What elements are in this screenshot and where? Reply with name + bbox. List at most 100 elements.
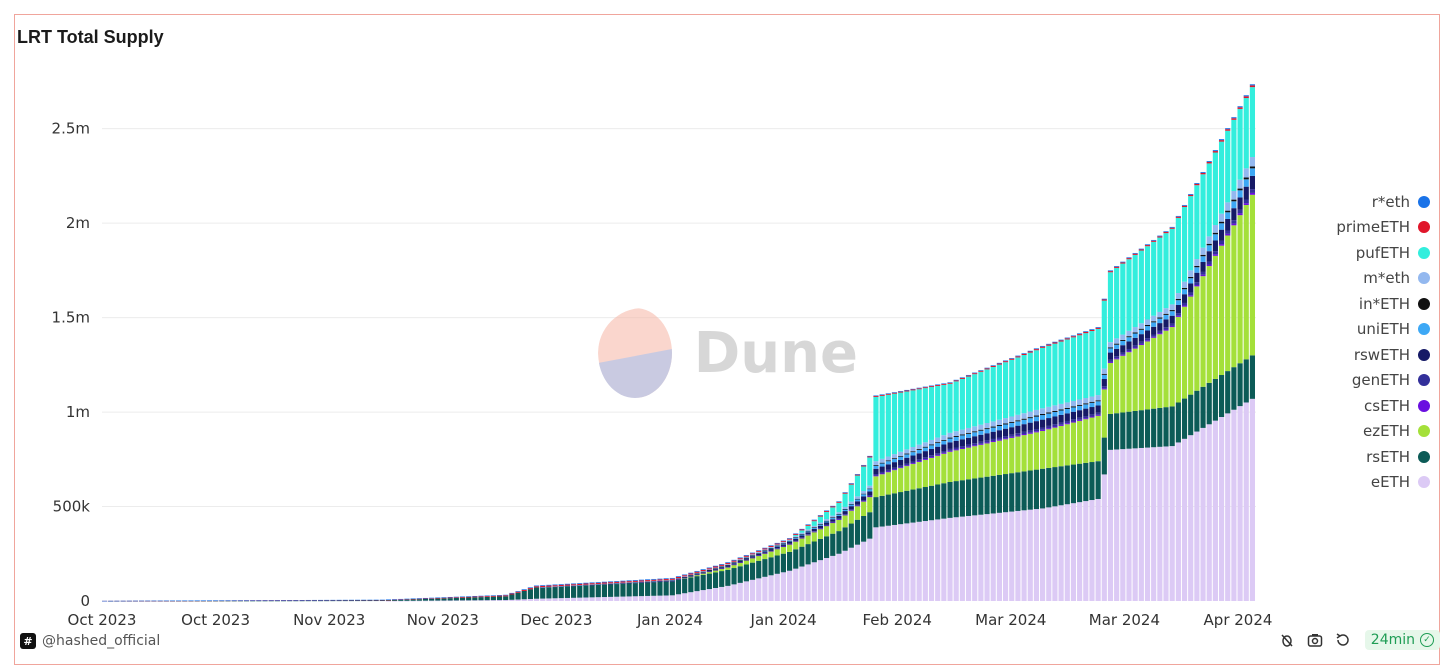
bar-segment[interactable] [515,592,521,600]
bar-segment[interactable] [910,464,916,490]
bar-segment[interactable] [805,564,811,601]
bar-segment[interactable] [762,547,768,549]
bar-segment[interactable] [867,496,873,498]
bar-segment[interactable] [916,388,922,390]
bar-segment[interactable] [1151,239,1157,241]
bar-segment[interactable] [608,581,614,583]
bar-segment[interactable] [1077,333,1083,335]
bar-segment[interactable] [793,534,799,537]
bar-segment[interactable] [928,485,935,521]
bar-segment[interactable] [1163,233,1169,309]
bar-segment[interactable] [873,527,879,601]
bar-segment[interactable] [435,598,441,601]
bar-segment[interactable] [947,451,953,482]
bar-segment[interactable] [1225,230,1231,234]
bar-segment[interactable] [725,562,731,564]
bar-segment[interactable] [996,474,1002,513]
bar-segment[interactable] [1107,271,1114,273]
bar-segment[interactable] [762,553,768,560]
bar-segment[interactable] [1231,117,1237,119]
bar-segment[interactable] [651,580,657,582]
bar-segment[interactable] [583,584,589,586]
bar-segment[interactable] [972,373,978,375]
bar-segment[interactable] [700,571,706,572]
bar-segment[interactable] [614,581,620,582]
bar-segment[interactable] [1188,278,1194,284]
bar-segment[interactable] [1175,442,1181,601]
bar-segment[interactable] [1200,174,1206,248]
bar-segment[interactable] [1021,435,1027,472]
bar-segment[interactable] [447,600,453,602]
bar-segment[interactable] [935,453,941,455]
bar-segment[interactable] [447,597,453,599]
bar-segment[interactable] [1002,362,1009,419]
bar-segment[interactable] [984,369,990,424]
bar-segment[interactable] [780,545,786,547]
bar-segment[interactable] [299,600,305,602]
bar-segment[interactable] [762,576,768,601]
bar-segment[interactable] [595,582,601,583]
bar-segment[interactable] [515,599,521,601]
bar-segment[interactable] [1231,119,1237,192]
bar-segment[interactable] [564,583,570,585]
bar-segment[interactable] [330,599,336,601]
bar-segment[interactable] [564,597,570,601]
bar-segment[interactable] [891,470,898,494]
bar-segment[interactable] [1175,402,1181,443]
bar-segment[interactable] [712,566,719,568]
bar-segment[interactable] [293,600,299,602]
bar-segment[interactable] [941,384,947,436]
bar-segment[interactable] [891,493,898,525]
bar-segment[interactable] [1163,330,1169,408]
bar-segment[interactable] [614,596,620,601]
bar-segment[interactable] [1169,315,1175,324]
bar-segment[interactable] [990,442,996,476]
bar-segment[interactable] [941,453,947,484]
bar-segment[interactable] [978,441,984,444]
bar-segment[interactable] [688,573,694,575]
bar-segment[interactable] [947,437,953,439]
bar-segment[interactable] [737,559,743,561]
bar-segment[interactable] [1206,266,1212,383]
bar-segment[interactable] [1218,244,1225,246]
bar-segment[interactable] [564,585,570,598]
bar-segment[interactable] [1009,436,1015,438]
bar-segment[interactable] [910,389,916,391]
bar-segment[interactable] [725,564,731,565]
bar-segment[interactable] [1064,504,1070,601]
bar-segment[interactable] [1163,319,1169,328]
bar-segment[interactable] [694,574,700,575]
bar-segment[interactable] [873,465,879,469]
bar-segment[interactable] [824,536,830,559]
bar-segment[interactable] [910,452,916,456]
bar-segment[interactable] [725,565,731,567]
bar-segment[interactable] [842,550,848,601]
bar-segment[interactable] [898,459,904,466]
bar-segment[interactable] [854,506,861,520]
bar-segment[interactable] [898,468,904,493]
bar-segment[interactable] [885,394,891,457]
bar-segment[interactable] [1101,474,1107,601]
bar-segment[interactable] [965,433,972,438]
bar-segment[interactable] [799,534,805,535]
bar-segment[interactable] [861,494,867,497]
bar-segment[interactable] [540,587,546,588]
bar-segment[interactable] [706,569,712,571]
bar-segment[interactable] [182,600,188,602]
bar-segment[interactable] [996,362,1002,364]
bar-segment[interactable] [848,504,854,507]
bar-segment[interactable] [1120,412,1126,450]
bar-segment[interactable] [879,473,885,475]
bar-segment[interactable] [842,493,848,507]
bar-segment[interactable] [1243,204,1249,360]
bar-segment[interactable] [1212,378,1218,421]
bar-segment[interactable] [941,483,947,519]
bar-segment[interactable] [422,600,429,602]
bar-segment[interactable] [941,440,947,445]
bar-segment[interactable] [947,383,953,433]
bar-segment[interactable] [984,423,990,429]
bar-segment[interactable] [725,566,731,570]
bar-segment[interactable] [509,594,515,600]
bar-segment[interactable] [355,599,361,601]
bar-segment[interactable] [694,591,700,601]
